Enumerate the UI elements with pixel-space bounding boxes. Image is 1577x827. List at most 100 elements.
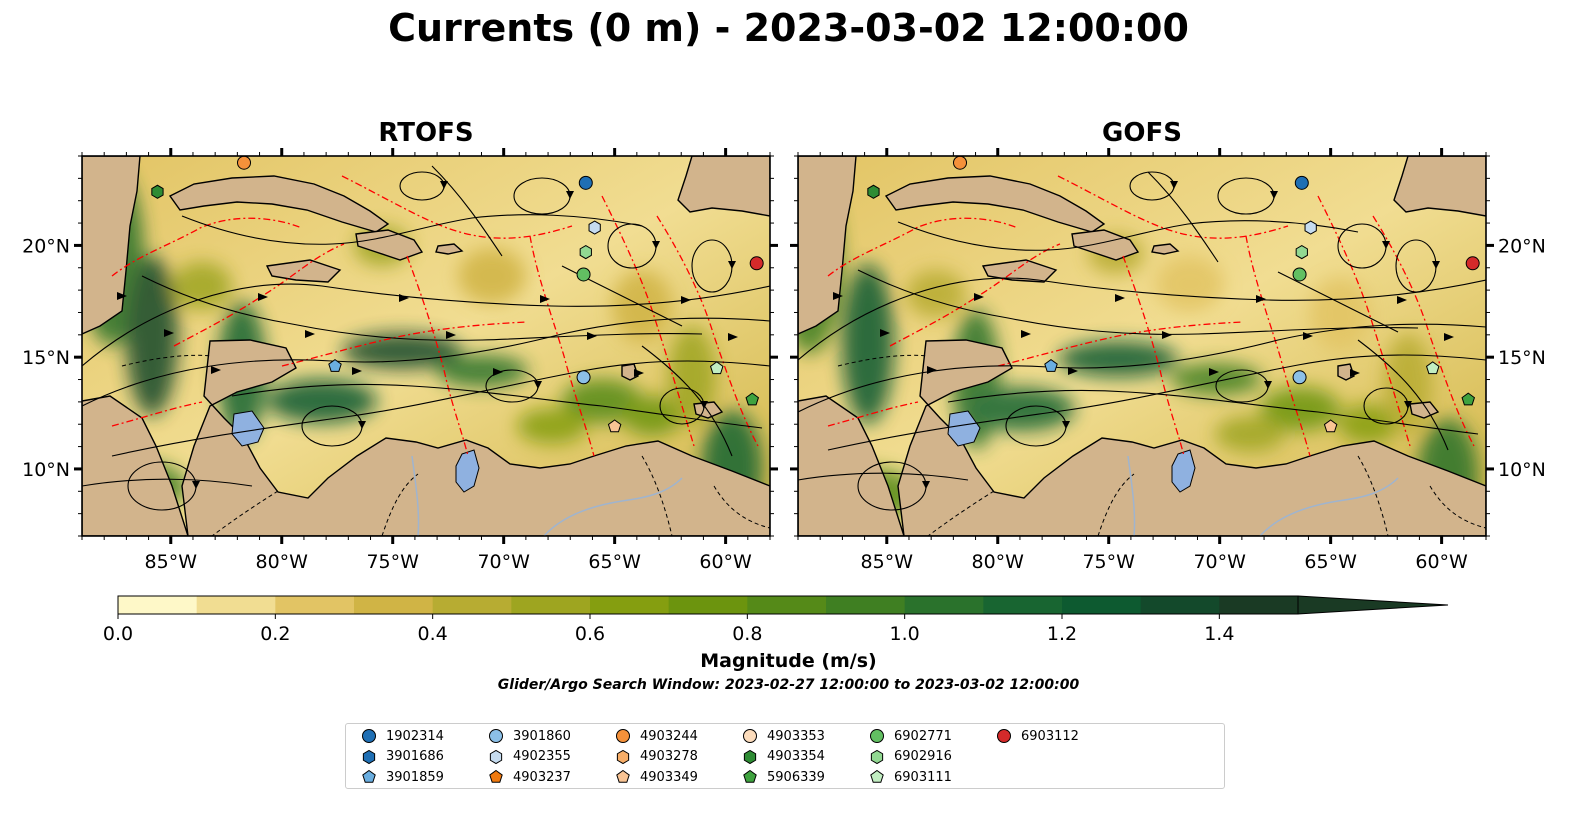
colorbar-segment [354, 596, 434, 614]
legend-marker-3901859 [362, 769, 376, 783]
eez-boundary [111, 217, 303, 277]
land-mass [265, 259, 342, 283]
circle-marker-icon [616, 729, 630, 743]
country-border [641, 455, 673, 536]
land-mass [693, 401, 724, 419]
float-marker-4903244 [237, 155, 252, 170]
lat-tick-label: 10°N [1498, 459, 1546, 481]
current-streamline [798, 472, 969, 481]
current-magnitude-patch [458, 248, 526, 304]
eez-boundary [997, 321, 1244, 367]
legend-marker-5906339 [743, 769, 757, 783]
current-streamline [1147, 171, 1219, 263]
colorbar-extend-arrow [1297, 595, 1449, 615]
colorbar-tick-label: 0.0 [103, 623, 133, 645]
streamline-arrow [1162, 331, 1172, 339]
current-streamline [231, 383, 763, 429]
lat-tick-label: 15°N [22, 347, 70, 369]
colorbar-segment [904, 596, 984, 614]
figure-title: Currents (0 m) - 2023-03-02 12:00:00 [388, 6, 1189, 50]
river [1259, 477, 1399, 536]
float-marker-5906339 [745, 392, 760, 406]
country-border [713, 485, 770, 529]
current-streamline [181, 214, 643, 245]
land-mass [181, 339, 770, 536]
legend-item-3901860: 3901860 [487, 726, 571, 746]
eez-boundary [1372, 215, 1475, 447]
land-mass [355, 229, 424, 261]
streamline-arrow [1404, 401, 1412, 409]
legend-item-3901686: 3901686 [360, 747, 444, 767]
current-streamline [1277, 271, 1399, 333]
float-marker-3901860 [1292, 370, 1307, 385]
legend-marker-4903237 [489, 769, 503, 783]
streamline-arrow [1115, 294, 1125, 302]
map-frame [797, 155, 1487, 537]
legend-marker-1902314 [362, 729, 376, 743]
colorbar-segment [511, 596, 591, 614]
float-marker-4903354 [151, 184, 164, 199]
lat-tick-label: 20°N [22, 235, 70, 257]
current-streamline [82, 478, 253, 487]
streamline-arrow [681, 296, 691, 304]
colorbar-segment [747, 596, 827, 614]
colorbar-segment [1219, 596, 1299, 614]
land-mass [677, 156, 770, 217]
circle-marker-icon [743, 729, 757, 743]
streamline-arrow [493, 368, 503, 376]
streamline-arrow [652, 241, 660, 249]
current-magnitude-patch [267, 379, 377, 423]
river [1127, 455, 1136, 536]
current-streamline [1357, 339, 1449, 451]
hexagon-marker-icon [489, 749, 503, 764]
colorbar-tick-label: 1.2 [1047, 623, 1077, 645]
legend-label: 6902916 [894, 749, 952, 764]
current-streamline [111, 360, 770, 457]
legend-marker-6903111 [870, 769, 884, 783]
current-streamline [141, 275, 703, 341]
colorbar-segment [1062, 596, 1142, 614]
hexagon-marker-icon [743, 749, 757, 764]
streamline-arrow [833, 292, 843, 300]
streamline-arrow [728, 333, 738, 341]
map-panel-rtofs[interactable]: 85°W 80°W 75°W 70°W 65°W 60°W 10°N 15°N 20°N [22, 148, 778, 573]
streamline-arrow [1264, 381, 1272, 389]
streamline-arrow [258, 293, 268, 301]
circle-marker-icon [489, 729, 503, 743]
lat-tick-label: 10°N [22, 459, 70, 481]
current-streamline [897, 220, 1359, 251]
float-marker-1902314 [1294, 175, 1309, 190]
current-streamline [798, 277, 1486, 361]
eez-boundary [827, 401, 919, 427]
current-magnitude-patch [1338, 404, 1398, 444]
legend-label: 6903112 [1021, 728, 1079, 744]
colorbar-tick-label: 0.4 [418, 623, 448, 645]
float-marker-6902771 [1292, 267, 1307, 282]
circle-marker-icon [870, 729, 884, 743]
colorbar-segment [196, 596, 276, 614]
float-marker-4903349 [607, 419, 622, 433]
country-border [1357, 455, 1389, 536]
streamline-arrow [974, 293, 984, 301]
country-border [1097, 473, 1135, 536]
streamline-arrow [164, 329, 174, 337]
lon-tick-label: 85°W [145, 551, 198, 573]
map-panel-gofs[interactable]: 85°W 80°W 75°W 70°W 65°W 60°W 10°N 15°N 20°N [790, 148, 1546, 573]
legend-marker-6903112 [997, 729, 1011, 743]
current-magnitude-patch [172, 262, 232, 310]
legend-marker-4903354 [743, 749, 757, 764]
search-window-note: Glider/Argo Search Window: 2023-02-27 12… [497, 677, 1080, 693]
streamline-arrow [1270, 191, 1278, 199]
current-streamline [947, 389, 1479, 435]
legend-label: 4903244 [640, 728, 698, 744]
streamline-arrow [399, 294, 409, 302]
float-marker-6903111 [709, 361, 724, 375]
streamline-arrow [352, 367, 362, 375]
hexagon-marker-icon [870, 749, 884, 764]
current-magnitude-patch [1156, 256, 1224, 312]
streamline-arrow [927, 366, 937, 374]
streamline-arrow [922, 481, 930, 489]
streamline-arrow [1432, 261, 1440, 269]
float-marker-4903244 [953, 155, 968, 170]
float-marker-4903354 [867, 184, 880, 199]
